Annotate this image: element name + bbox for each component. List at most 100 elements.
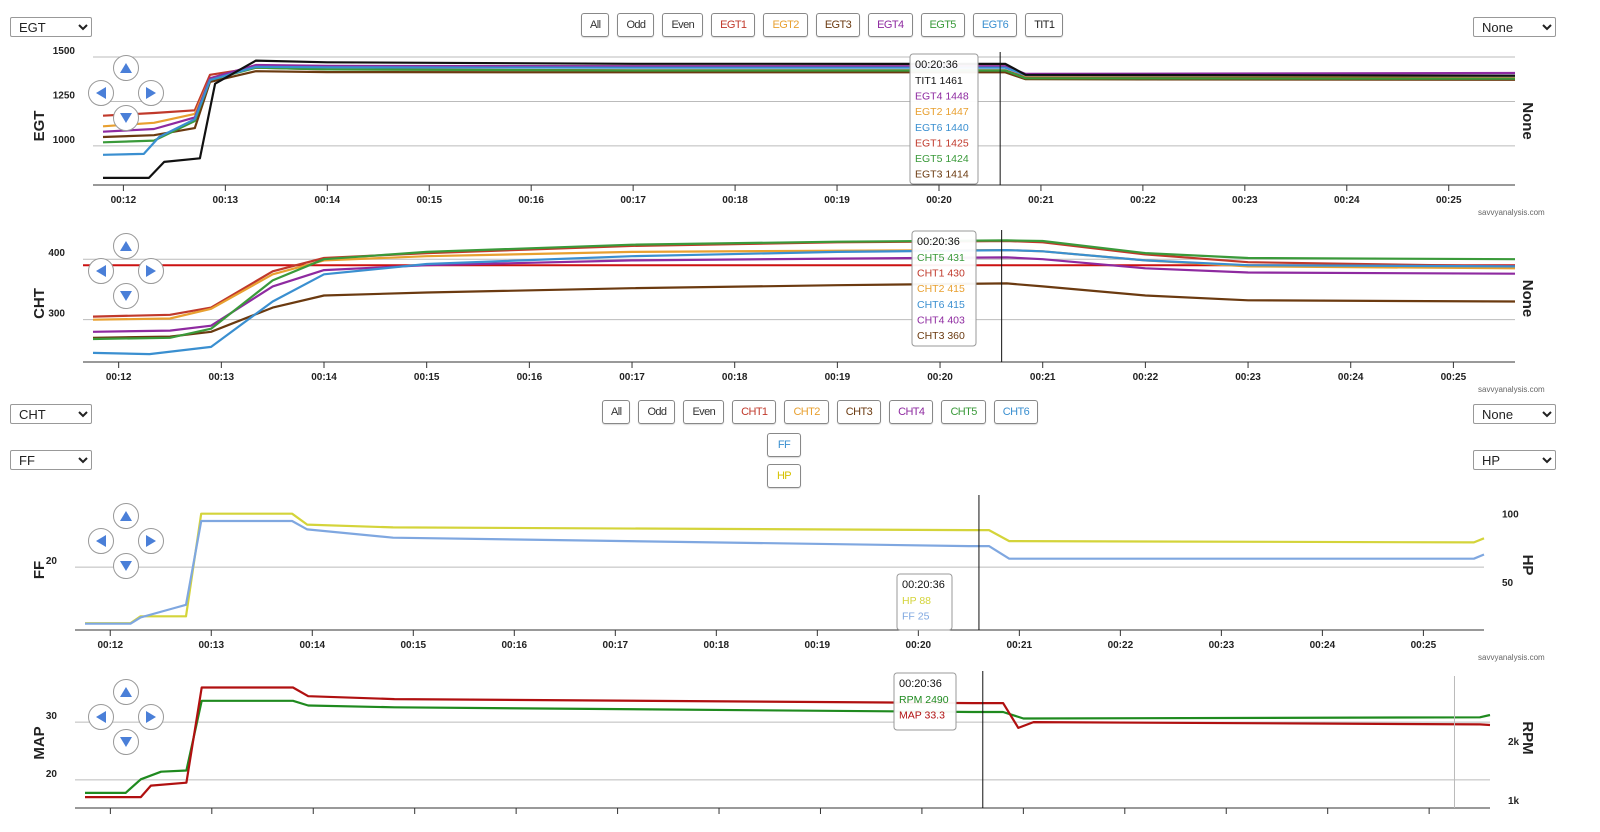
x-tick-label: 00:17 <box>603 640 629 651</box>
x-tick-label: 00:18 <box>722 372 748 383</box>
tooltip-row: MAP 33.3 <box>899 710 945 722</box>
cht-button-even[interactable]: Even <box>683 400 725 424</box>
pan-left-button[interactable] <box>88 704 114 730</box>
cht-chart-selector[interactable]: CHT <box>10 404 92 424</box>
x-tick-label: 00:21 <box>1007 640 1033 651</box>
cht-secondary-selector[interactable]: None <box>1473 404 1556 424</box>
x-tick-label: 00:23 <box>1235 372 1261 383</box>
tooltip-row: EGT2 1447 <box>915 106 969 118</box>
egt-button-egt5[interactable]: EGT5 <box>920 13 965 37</box>
ff-watermark: savvyanalysis.com <box>1478 653 1545 662</box>
series-line-egt3 <box>102 70 1516 139</box>
x-tick-label: 00:22 <box>1130 195 1156 206</box>
x-tick-label: 00:15 <box>416 195 442 206</box>
x-tick-label: 00:12 <box>111 195 137 206</box>
egt-button-egt1[interactable]: EGT1 <box>711 13 756 37</box>
x-tick-label: 00:24 <box>1334 195 1360 206</box>
tooltip-row: RPM 2490 <box>899 694 949 706</box>
tooltip-box <box>909 53 979 185</box>
pan-right-button[interactable] <box>138 528 164 554</box>
series-line-cht4 <box>92 256 1516 333</box>
tooltip-row: TIT1 1461 <box>915 75 963 87</box>
x-tick-label: 00:25 <box>1411 640 1437 651</box>
cht-button-cht2[interactable]: CHT2 <box>784 400 829 424</box>
tooltip-row: EGT6 1440 <box>915 122 969 134</box>
egt-button-egt2[interactable]: EGT2 <box>763 13 808 37</box>
tooltip-row: EGT1 1425 <box>915 137 969 149</box>
x-tick-label: 00:18 <box>722 195 748 206</box>
egt-button-tit1[interactable]: TIT1 <box>1025 13 1064 37</box>
cht-button-odd[interactable]: Odd <box>638 400 676 424</box>
tooltip: 00:20:36 RPM 2490 MAP 33.3 <box>893 672 957 731</box>
pan-right-button[interactable] <box>138 80 164 106</box>
egt-secondary-selector[interactable]: None <box>1473 17 1556 37</box>
x-tick-label: 00:21 <box>1030 372 1056 383</box>
cht-button-cht6[interactable]: CHT6 <box>993 400 1039 424</box>
pan-right-button[interactable] <box>138 704 164 730</box>
egt-button-egt4[interactable]: EGT4 <box>868 13 913 37</box>
ff-chart-selector[interactable]: FF <box>10 450 92 470</box>
egt-button-even[interactable]: Even <box>662 13 704 37</box>
cht-series-buttons: All Odd Even CHT1 CHT2 CHT3 CHT4 CHT5 CHT6 <box>602 400 1039 424</box>
egt-button-odd[interactable]: Odd <box>617 13 655 37</box>
series-line-egt6 <box>102 65 1516 156</box>
arrow-right-icon <box>146 711 156 723</box>
x-tick-label: 00:13 <box>209 372 235 383</box>
x-tick-label: 00:16 <box>517 372 543 383</box>
ff-pan-control <box>86 503 166 583</box>
egt-button-egt3[interactable]: EGT3 <box>815 13 861 37</box>
y-tick-label: 1500 <box>53 46 76 57</box>
pan-down-button[interactable] <box>113 105 139 131</box>
y-tick-label: 300 <box>48 309 65 320</box>
x-tick-label: 00:24 <box>1338 372 1364 383</box>
x-tick-label: 00:17 <box>619 372 645 383</box>
x-tick-label: 00:16 <box>518 195 544 206</box>
cht-button-cht4[interactable]: CHT4 <box>889 400 934 424</box>
x-tick-label: 00:24 <box>1310 640 1336 651</box>
tooltip: 00:20:36 TIT1 1461 EGT4 1448 EGT2 1447 EGT6 … <box>909 53 979 185</box>
arrow-up-icon <box>120 511 132 521</box>
x-tick-label: 00:17 <box>620 195 646 206</box>
pan-up-button[interactable] <box>113 503 139 529</box>
cht-button-cht3[interactable]: CHT3 <box>836 400 882 424</box>
arrow-up-icon <box>120 63 132 73</box>
x-tick-label: 00:20 <box>926 195 952 206</box>
pan-down-button[interactable] <box>113 553 139 579</box>
tooltip-row: EGT3 1414 <box>915 169 969 181</box>
pan-left-button[interactable] <box>88 528 114 554</box>
pan-up-button[interactable] <box>113 55 139 81</box>
ff-button-hp[interactable]: HP <box>767 464 801 488</box>
cht-button-cht1[interactable]: CHT1 <box>732 400 777 424</box>
pan-left-button[interactable] <box>88 258 114 284</box>
series-line-hp <box>85 512 1485 625</box>
y-axis-label: FF <box>31 561 48 579</box>
x-tick-label: 00:20 <box>906 640 932 651</box>
pan-up-button[interactable] <box>113 233 139 259</box>
series-line-rpm <box>85 699 1491 795</box>
tooltip-time: 00:20:36 <box>915 59 958 71</box>
pan-up-button[interactable] <box>113 679 139 705</box>
egt-chart: EGT None 1000 1250 1500 00:12 00:13 00:14 00:15 0… <box>31 46 1536 206</box>
series-line-cht3 <box>92 282 1516 339</box>
ff-button-ff[interactable]: FF <box>767 433 801 457</box>
arrow-down-icon <box>120 737 132 747</box>
y2-tick-label: 100 <box>1502 510 1519 521</box>
pan-left-button[interactable] <box>88 80 114 106</box>
cht-button-all[interactable]: All <box>602 400 631 424</box>
pan-down-button[interactable] <box>113 283 139 309</box>
x-tick-label: 00:19 <box>825 372 851 383</box>
egt-button-egt6[interactable]: EGT6 <box>972 13 1018 37</box>
cht-button-cht5[interactable]: CHT5 <box>941 400 986 424</box>
egt-pan-control <box>86 55 166 135</box>
pan-right-button[interactable] <box>138 258 164 284</box>
hp-secondary-selector[interactable]: HP <box>1473 450 1556 470</box>
y-axis-label: CHT <box>31 288 48 319</box>
series-line-tit1 <box>103 59 1516 179</box>
arrow-up-icon <box>120 687 132 697</box>
cht-pan-control <box>86 233 166 313</box>
egt-chart-selector[interactable]: EGT <box>10 17 92 37</box>
egt-button-all[interactable]: All <box>581 13 610 37</box>
arrow-down-icon <box>120 561 132 571</box>
pan-down-button[interactable] <box>113 729 139 755</box>
y-tick-label: 20 <box>46 556 58 567</box>
